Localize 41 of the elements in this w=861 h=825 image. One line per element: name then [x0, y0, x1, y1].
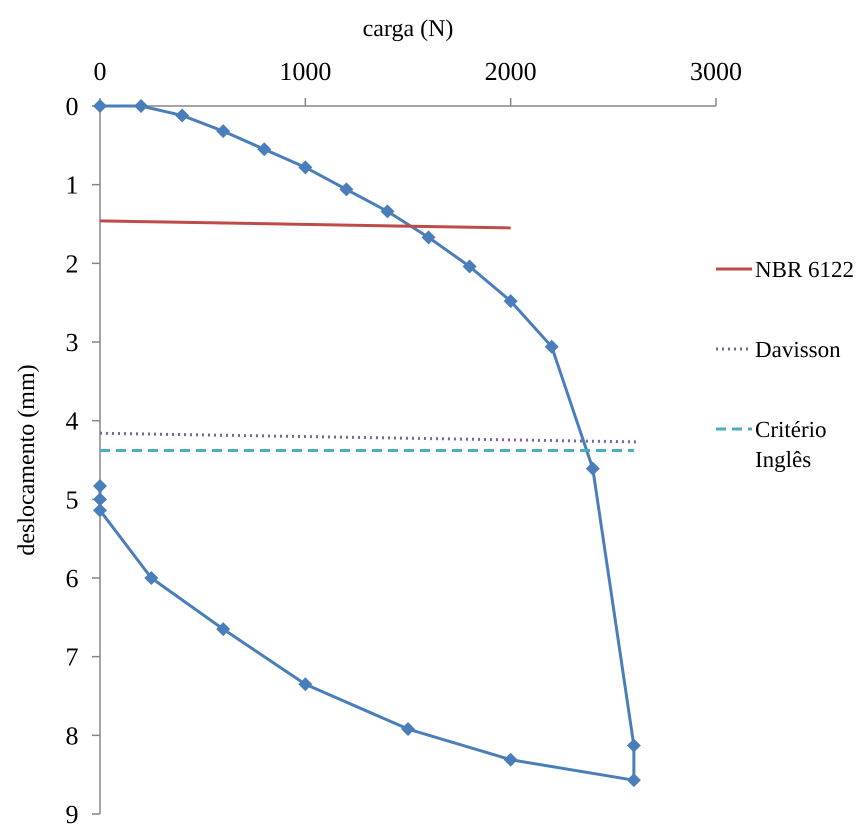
point: [544, 340, 559, 354]
point: [626, 773, 641, 788]
point: [216, 622, 230, 636]
point: [298, 160, 312, 174]
y-tick-label: 9: [66, 800, 78, 825]
point: [93, 492, 107, 506]
point: [401, 722, 415, 736]
y-tick-label: 3: [66, 328, 78, 357]
point: [93, 503, 107, 518]
y-tick-label: 2: [66, 249, 78, 278]
point: [380, 204, 394, 218]
y-tick-label: 6: [66, 564, 78, 593]
x-axis-title: carga (N): [362, 16, 454, 42]
point: [134, 99, 148, 113]
x-tick-label: 1000: [279, 57, 332, 86]
y-tick-label: 7: [66, 642, 78, 672]
point: [626, 738, 641, 753]
legend-label: Davisson: [755, 337, 842, 362]
x-tick-label: 2000: [484, 57, 537, 86]
y-tick-label: 8: [66, 721, 78, 750]
x-tick-label: 0: [94, 57, 106, 86]
point: [216, 124, 230, 138]
y-tick-label: 4: [66, 406, 78, 436]
point: [298, 677, 312, 692]
legend-label: Critério Inglês: [755, 417, 827, 472]
y-axis-title: deslocamento (mm): [14, 364, 40, 556]
point: [257, 142, 272, 156]
point: [144, 571, 158, 585]
y-tick-label: 1: [66, 170, 78, 200]
point: [93, 478, 107, 493]
y-tick-label: 5: [66, 485, 78, 514]
point: [339, 182, 354, 196]
y-tick-label: 0: [66, 92, 78, 121]
legend-label: NBR 6122: [755, 257, 854, 282]
point: [462, 259, 477, 274]
point: [422, 230, 436, 244]
x-tick-label: 3000: [690, 57, 742, 86]
point: [175, 108, 190, 122]
point: [504, 294, 518, 308]
point: [504, 752, 518, 767]
point: [586, 462, 600, 476]
